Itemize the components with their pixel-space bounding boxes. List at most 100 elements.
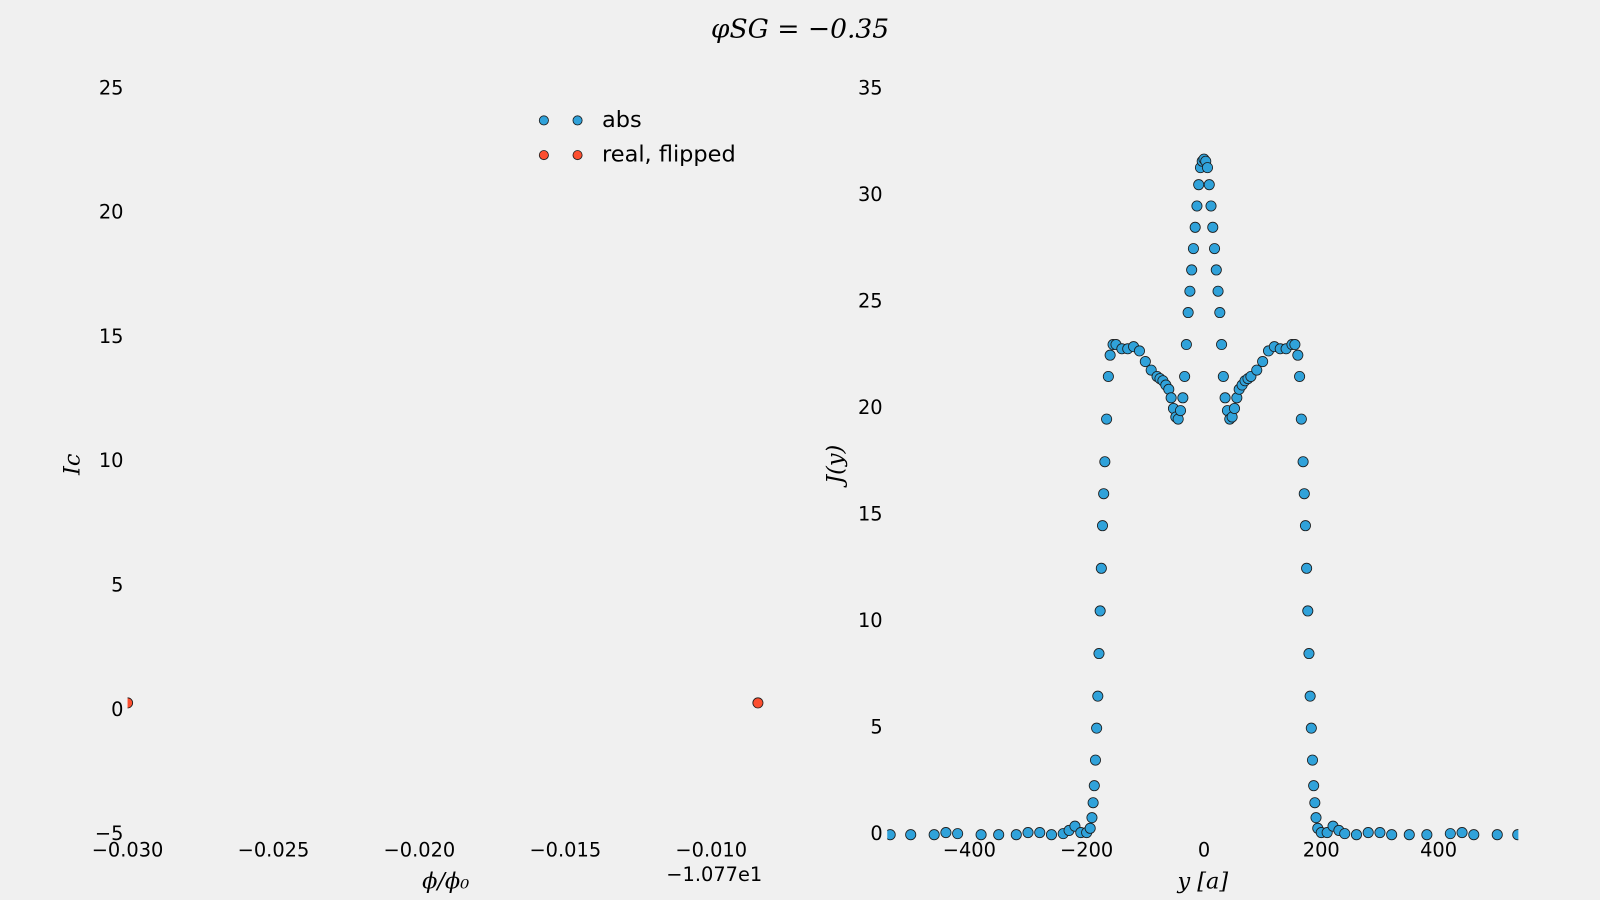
point <box>928 829 940 841</box>
point <box>1350 829 1362 841</box>
point <box>1193 179 1205 191</box>
point <box>1165 392 1177 404</box>
point <box>1099 456 1111 468</box>
x-tick-label: −0.015 <box>529 839 601 862</box>
point <box>1133 345 1145 357</box>
point <box>1295 413 1307 425</box>
plot-area <box>127 697 764 709</box>
y-tick-label: 30 <box>858 183 883 206</box>
legend-marker <box>572 115 583 126</box>
point <box>1102 370 1114 382</box>
point <box>1374 827 1386 839</box>
point <box>127 697 134 709</box>
point <box>1512 829 1519 841</box>
point <box>1456 827 1468 839</box>
point <box>1094 605 1106 617</box>
point <box>1305 722 1317 734</box>
point <box>1216 339 1228 351</box>
point <box>1022 827 1034 839</box>
point <box>1468 829 1480 841</box>
point <box>1096 520 1109 532</box>
point <box>1034 827 1046 839</box>
point <box>1386 829 1398 841</box>
point <box>1212 285 1224 297</box>
y-tick-label: 5 <box>870 716 882 739</box>
point <box>940 827 952 839</box>
legend-marker <box>538 115 549 126</box>
y-tick-label: 35 <box>858 76 883 99</box>
legend-label: abs <box>602 107 642 133</box>
y-tick-label: 10 <box>858 609 883 632</box>
point <box>1104 349 1116 361</box>
legend-label: real, flipped <box>602 142 736 168</box>
point <box>1292 349 1304 361</box>
y-tick-label: 15 <box>858 503 883 526</box>
y-tick-label: 0 <box>111 698 123 721</box>
point <box>1309 797 1321 809</box>
point <box>1294 370 1306 382</box>
legend-marker <box>572 150 583 161</box>
point <box>1177 392 1189 404</box>
point <box>1091 722 1103 734</box>
x-tick-label: −200 <box>1060 839 1113 862</box>
point <box>1139 356 1151 368</box>
point <box>1191 200 1203 212</box>
point <box>1189 221 1201 233</box>
point <box>1214 307 1226 319</box>
point <box>1304 690 1316 702</box>
point <box>1210 264 1222 276</box>
legend-marker <box>538 150 549 161</box>
point <box>1299 520 1311 532</box>
point <box>1092 690 1104 702</box>
point <box>1491 829 1503 841</box>
point <box>1444 828 1456 840</box>
point <box>975 829 987 841</box>
point <box>1308 780 1320 792</box>
point <box>1209 243 1221 255</box>
point <box>952 828 964 840</box>
point <box>1297 456 1309 468</box>
point <box>1086 812 1098 824</box>
point <box>1289 339 1301 351</box>
point <box>1251 364 1263 376</box>
point <box>1101 413 1113 425</box>
x-offset-label: −1.077e1 <box>666 863 762 886</box>
point <box>1045 829 1057 841</box>
point <box>1302 605 1314 617</box>
point <box>1421 829 1433 841</box>
y-tick-label: 20 <box>858 396 883 419</box>
point <box>1203 179 1215 191</box>
point <box>1087 797 1099 809</box>
point <box>1084 822 1096 834</box>
x-tick-label: −0.025 <box>238 839 310 862</box>
point <box>1306 754 1319 766</box>
y-tick-label: 25 <box>99 76 124 99</box>
y-tick-label: 20 <box>99 201 124 224</box>
y-axis-label: J(y) <box>823 445 849 488</box>
point <box>1175 405 1187 417</box>
point <box>1403 829 1415 841</box>
x-tick-label: 0 <box>1198 839 1210 862</box>
point <box>1303 648 1315 660</box>
point <box>905 829 917 841</box>
y-tick-label: −5 <box>95 822 124 845</box>
point <box>1339 828 1351 840</box>
point <box>1187 243 1199 255</box>
x-tick-label: −400 <box>943 839 996 862</box>
point <box>1205 200 1217 212</box>
point <box>1088 780 1100 792</box>
x-tick-label: −0.030 <box>92 839 164 862</box>
x-tick-label: −0.020 <box>384 839 456 862</box>
y-tick-label: 25 <box>858 289 883 312</box>
point <box>752 697 764 709</box>
point <box>1301 562 1313 574</box>
point <box>1362 827 1374 839</box>
point <box>1095 562 1107 574</box>
x-axis-label: ϕ/ϕ₀ <box>422 869 469 895</box>
x-tick-label: −0.010 <box>675 839 747 862</box>
point <box>1201 162 1214 174</box>
y-tick-label: 5 <box>111 574 123 597</box>
